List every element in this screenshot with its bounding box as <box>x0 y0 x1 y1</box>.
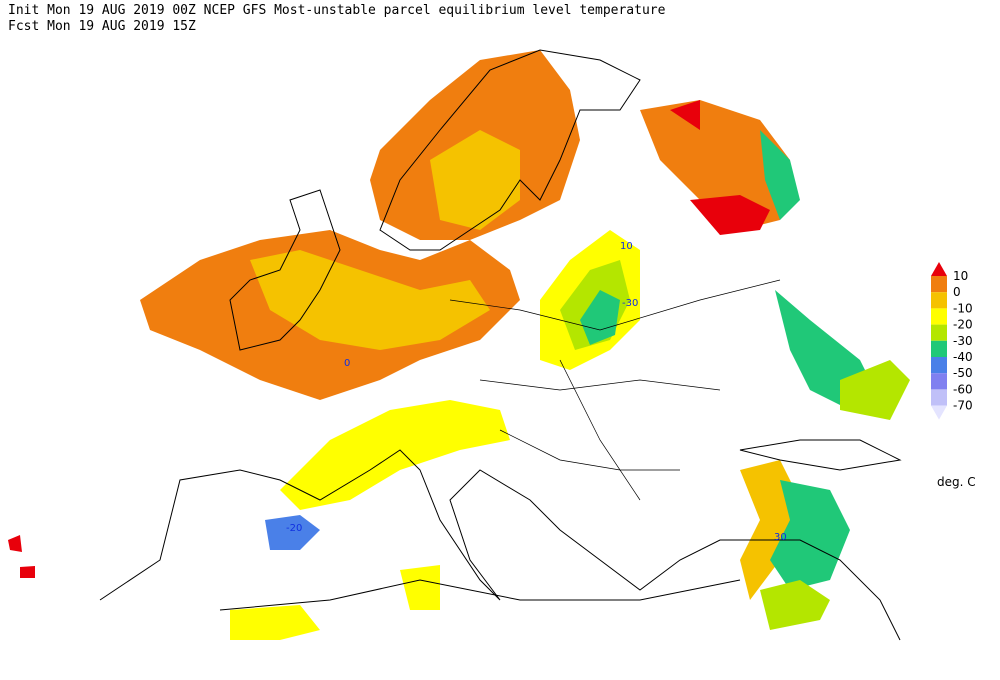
colorbar-cell <box>931 373 947 390</box>
colorbar-label: -60 <box>953 382 973 396</box>
region <box>760 130 800 220</box>
colorbar-cell <box>931 276 947 293</box>
coastline <box>379 49 641 251</box>
coastline <box>99 449 901 641</box>
coastline <box>739 439 902 471</box>
region <box>770 480 850 590</box>
colorbar-label: -10 <box>953 301 973 315</box>
region <box>840 360 910 420</box>
header-line: Init Mon 19 AUG 2019 00Z NCEP GFS Most-u… <box>8 3 666 18</box>
region <box>250 250 490 350</box>
header-line: Fcst Mon 19 AUG 2019 15Z <box>8 19 196 34</box>
contour-label: 30 <box>774 532 787 543</box>
coastlines <box>99 49 902 641</box>
colorbar-cell <box>931 357 947 374</box>
colorbar-label: -20 <box>953 318 973 332</box>
colorbar-cell <box>931 389 947 406</box>
colorbar-arrow <box>931 262 947 276</box>
colorbar-cell <box>931 292 947 309</box>
contour-label: 0 <box>344 358 350 369</box>
region <box>280 400 510 510</box>
colorbar-label: -30 <box>953 334 973 348</box>
region <box>640 100 790 230</box>
colorbar-label: -50 <box>953 366 973 380</box>
coastline <box>219 579 741 611</box>
contour-label: -20 <box>286 523 302 534</box>
field <box>8 50 910 640</box>
contour-label: -30 <box>622 298 638 309</box>
region <box>580 290 620 345</box>
region <box>760 580 830 630</box>
region <box>230 565 440 640</box>
colorbar: 10 0 -10 -20 -30 -40 -50 -60 -70 <box>931 262 973 420</box>
colorbar-cell <box>931 324 947 341</box>
colorbar-label: -40 <box>953 350 973 364</box>
units-label: deg. C <box>937 475 976 489</box>
region <box>8 535 35 578</box>
colorbar-label: -70 <box>953 399 973 413</box>
colorbar-label: 10 <box>953 269 968 283</box>
region <box>670 100 770 235</box>
region <box>265 515 320 550</box>
coastline <box>229 189 341 351</box>
colorbar-arrow <box>931 405 947 420</box>
region <box>430 130 520 230</box>
colorbar-cell <box>931 308 947 325</box>
colorbar-cell <box>931 340 947 357</box>
border <box>449 279 781 501</box>
contour-label: 10 <box>620 241 633 252</box>
colorbar-label: 0 <box>953 285 961 299</box>
